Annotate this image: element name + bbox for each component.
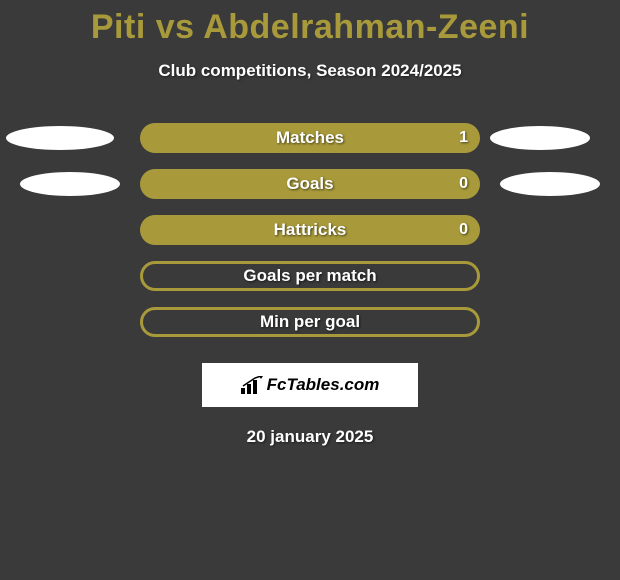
stat-row: Goals per match [0,253,620,299]
decor-ellipse [500,172,600,196]
logo-box: FcTables.com [202,363,418,407]
stat-bar: Goals 0 [140,169,480,199]
date-label: 20 january 2025 [247,427,374,447]
logo-text: FcTables.com [267,375,380,395]
stat-label: Goals per match [243,266,376,286]
stat-value: 0 [459,221,468,239]
stat-value: 0 [459,175,468,193]
stat-bar: Min per goal [140,307,480,337]
stat-value: 1 [459,129,468,147]
decor-ellipse [490,126,590,150]
subtitle: Club competitions, Season 2024/2025 [158,61,461,81]
logo: FcTables.com [241,375,380,395]
stat-label: Matches [276,128,344,148]
stat-row: Hattricks 0 [0,207,620,253]
stat-bar: Hattricks 0 [140,215,480,245]
stat-bar: Matches 1 [140,123,480,153]
stat-bar: Goals per match [140,261,480,291]
page-title: Piti vs Abdelrahman-Zeeni [91,8,529,47]
stat-label: Min per goal [260,312,360,332]
stat-label: Goals [286,174,333,194]
decor-ellipse [6,126,114,150]
chart-icon [241,376,263,394]
stats-area: Matches 1 Goals 0 Hattricks 0 Goals per match M… [0,115,620,345]
decor-ellipse [20,172,120,196]
stat-row: Min per goal [0,299,620,345]
stat-label: Hattricks [274,220,347,240]
